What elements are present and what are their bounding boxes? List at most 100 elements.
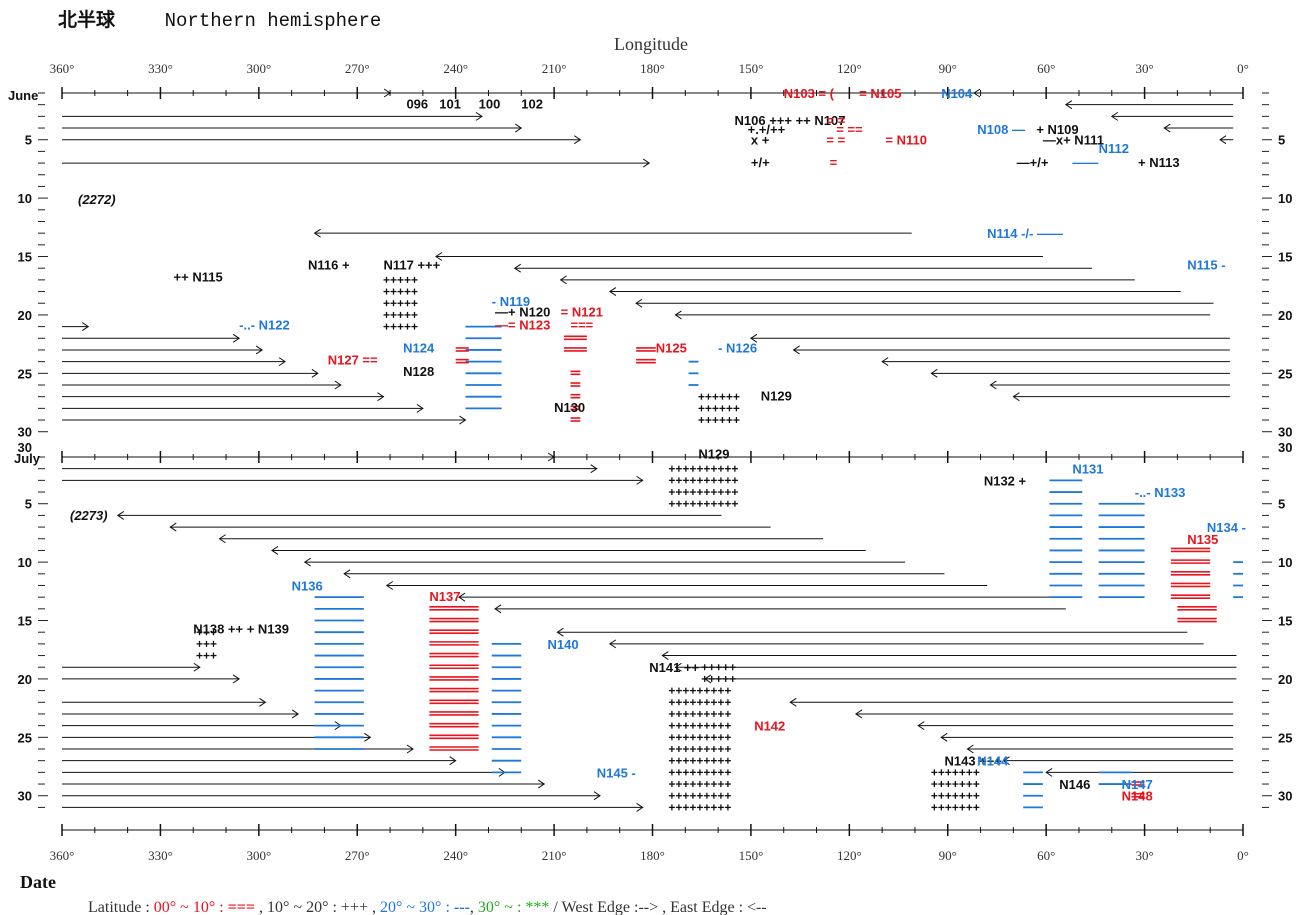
arrow-head (259, 697, 267, 707)
region-label: 096 (406, 97, 428, 112)
arrow-head (590, 464, 598, 474)
page-title: 北半球 Northern hemisphere (58, 5, 381, 32)
region-label: + N113 (1138, 155, 1180, 170)
longitude-title: Longitude (614, 34, 688, 54)
arrow-head (940, 732, 948, 742)
region-label: N132 + (984, 473, 1027, 488)
arrow-head (537, 779, 546, 789)
arrow-head (547, 452, 555, 462)
lon-tick-bottom: 30° (1135, 848, 1153, 863)
region-label: N106 +++ ++ N107 (735, 113, 846, 128)
arrow-head (559, 275, 567, 285)
region-label: N125 (656, 341, 687, 356)
region-label: N134 - (1207, 520, 1246, 535)
day-label-left: 30 (18, 789, 32, 804)
region-label: = N110 (885, 133, 927, 148)
lon-tick-top: 330° (148, 61, 173, 76)
legend-segment: === (228, 899, 255, 915)
arrow-head (966, 744, 974, 754)
arrow-head (608, 287, 617, 296)
region-label: - N126 (718, 341, 757, 356)
region-label: N115 - (1187, 258, 1225, 273)
lon-tick-top: 30° (1135, 61, 1153, 76)
region-label: N129 (761, 389, 792, 404)
arrow-head (792, 345, 800, 355)
region-label: N147 (1122, 777, 1153, 792)
arrow-head (674, 310, 682, 320)
day-label-left: 20 (18, 308, 32, 323)
lon-tick-bottom: 150° (739, 848, 764, 863)
day-label-right: 20 (1278, 672, 1292, 687)
arrow-head (973, 88, 981, 98)
day-label-left: 30 (18, 425, 32, 440)
region-label: N108 — (977, 122, 1025, 137)
lon-tick-top: 270° (345, 61, 370, 76)
region-label: -..- N133 (1135, 485, 1186, 500)
arrow-head (1110, 111, 1119, 121)
arrow-head (416, 403, 424, 413)
region-label: N112 (1099, 141, 1129, 156)
arrow-head (636, 475, 644, 485)
region-label: + N109 (1036, 122, 1078, 137)
lon-tick-top: 180° (640, 61, 665, 76)
arrow-head (278, 357, 286, 367)
lon-tick-top: 360° (50, 61, 75, 76)
arrow-head (232, 674, 241, 684)
arrow-head (81, 322, 90, 332)
region-label: N143 +++ (944, 754, 1002, 769)
year-label-2273: (2273) (70, 508, 108, 523)
arrow-head (917, 721, 925, 731)
region-label: = N105 (859, 86, 901, 101)
region-label: N140 (548, 637, 579, 652)
region-label: —+ N120 (495, 304, 550, 319)
top-longitude-ticks: 360° 330° 300° 270° 240° 210° 180° 150° 120° 90° 6… (50, 61, 1249, 76)
day-label-right: 25 (1278, 730, 1292, 745)
region-label: = (830, 155, 838, 170)
lon-tick-top: 150° (739, 61, 764, 76)
arrow-head (989, 380, 997, 390)
arrow-head (1002, 756, 1010, 766)
arrow-head (1045, 767, 1053, 777)
legend-segment: / West Edge :--> , East Edge : <-- (549, 899, 766, 915)
region-label: N146 (1059, 777, 1090, 792)
month-label-july: July (14, 451, 41, 466)
arrow-head (608, 639, 617, 649)
lon-tick-top: 90° (939, 61, 957, 76)
day-label-left: 5 (25, 133, 32, 148)
arrow-head (364, 732, 372, 742)
day-label-right: 30 (1278, 789, 1292, 804)
bottom-longitude-ticks: 360° 330° 300° 270° 240° 210° 180° 150° 120° 90° 6… (50, 848, 1249, 863)
lon-tick-bottom: 360° (50, 848, 75, 863)
region-label: = = (826, 133, 845, 148)
lon-tick-top: 120° (837, 61, 862, 76)
arrow-head (291, 709, 300, 719)
arrow-head (593, 791, 601, 801)
day-label-right: 10 (1278, 191, 1292, 206)
latitude-legend: Latitude : 00° ~ 10° : === , 10° ~ 20° :… (88, 899, 767, 915)
edge-arrows (62, 88, 1237, 812)
arrow-head (449, 756, 457, 766)
lon-tick-top: 0° (1237, 61, 1249, 76)
region-label: N131 (1072, 462, 1103, 477)
region-label: ++ N115 (174, 269, 223, 284)
region-label: —+/+ (1017, 155, 1049, 170)
region-label: N117 +++ (383, 258, 440, 273)
arrow-head (459, 415, 467, 425)
title-cjk: 北半球 (58, 9, 116, 31)
arrow-head (435, 252, 443, 261)
day-label-left: 15 (18, 250, 32, 265)
day-label-right: 15 (1278, 614, 1292, 629)
arrow-head (515, 123, 523, 133)
lon-tick-top: 300° (246, 61, 271, 76)
arrow-head (311, 368, 319, 378)
region-label: N104 (941, 86, 973, 101)
region-label: —— (1072, 155, 1098, 170)
day-label-right: 5 (1278, 497, 1285, 512)
arrow-head (750, 333, 758, 343)
year-label-2272: (2272) (78, 192, 116, 207)
region-label: N136 (292, 578, 323, 593)
lon-tick-bottom: 0° (1237, 848, 1249, 863)
region-labels: 096 101 100 102 N103 = (= N105 N104 N106 +++ +… (174, 86, 1246, 804)
day-label-left: 10 (18, 555, 32, 570)
